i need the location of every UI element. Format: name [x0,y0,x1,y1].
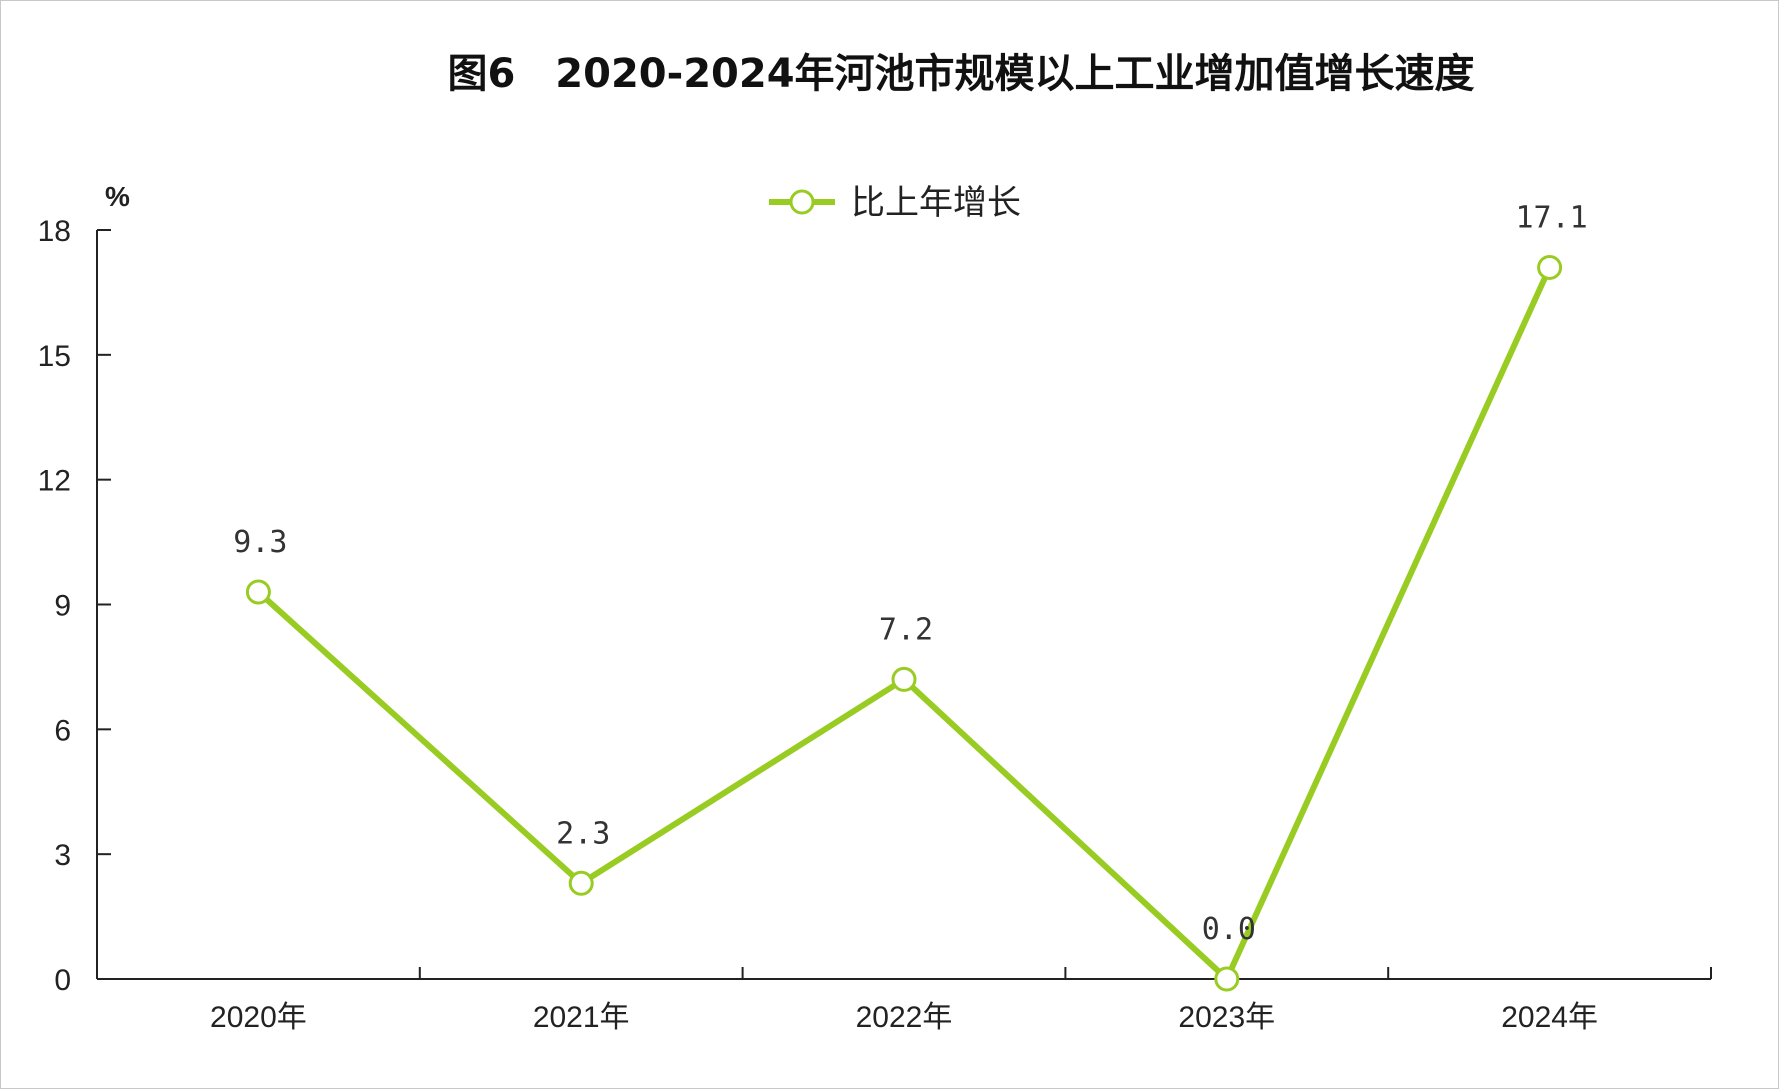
y-tick-label: 3 [54,839,71,872]
series-line [245,254,1563,992]
chart-title: 图6 2020-2024年河池市规模以上工业增加值增长速度 [447,51,1474,97]
y-tick-label: 15 [38,340,71,373]
data-point [245,579,271,605]
data-point [1214,966,1240,992]
data-point [891,666,917,692]
x-tick-label: 2021年 [533,1001,630,1034]
data-label: 7.2 [879,612,933,647]
legend-marker [789,189,815,215]
x-tick-label: 2023年 [1178,1001,1275,1034]
data-point [1537,254,1563,280]
data-label: 17.1 [1515,200,1587,235]
y-tick-label: 6 [54,714,71,747]
x-tick-label: 2020年 [210,1001,307,1034]
data-label: 0.0 [1202,912,1256,947]
data-label: 2.3 [556,816,610,851]
data-label: 9.3 [233,525,287,560]
data-labels: 9.3 2.3 7.2 0.0 17.1 [233,200,1587,947]
y-axis-unit: % [105,181,130,212]
x-tick-label: 2024年 [1501,1001,1598,1034]
y-tick-label: 9 [54,590,71,623]
y-tick-label: 12 [38,465,71,498]
axes: 0 3 6 9 12 15 18 2020年 2021年 2022年 2023年 2024年 [38,215,1712,1034]
legend-label: 比上年增长 [851,183,1021,223]
y-tick-label: 0 [54,964,71,997]
data-point [568,870,594,896]
x-tick-label: 2022年 [856,1001,953,1034]
y-tick-label: 18 [38,215,71,248]
legend: 比上年增长 [769,183,1021,223]
